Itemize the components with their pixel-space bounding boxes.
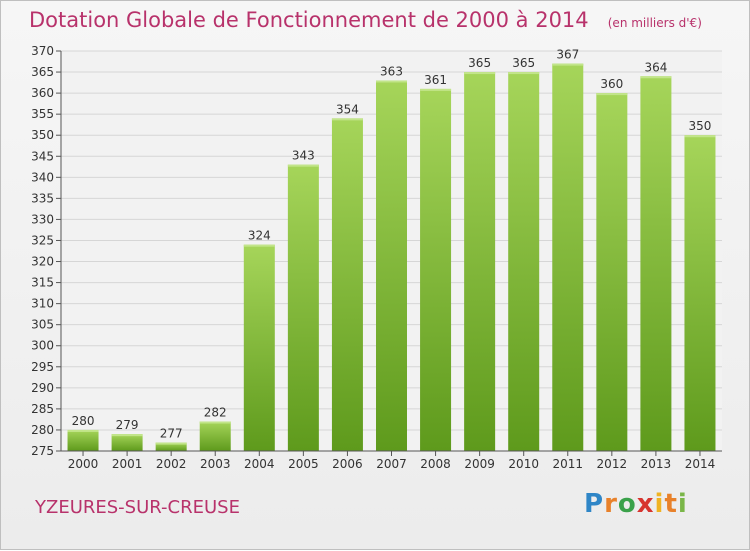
x-tick-label: 2004 [244, 457, 275, 471]
bar [640, 76, 672, 452]
bar-highlight [243, 244, 275, 247]
y-tick-label: 345 [31, 149, 54, 163]
data-label: 367 [556, 48, 579, 62]
y-tick-label: 315 [31, 276, 54, 290]
y-tick-label: 360 [31, 86, 54, 100]
bar [552, 63, 584, 451]
data-label: 363 [380, 64, 403, 78]
commune-name: YZEURES-SUR-CREUSE [35, 497, 240, 518]
data-label: 279 [116, 418, 139, 432]
data-label: 360 [600, 77, 623, 91]
bar-highlight [376, 80, 407, 83]
x-tick-label: 2009 [464, 457, 495, 471]
proxiti-logo[interactable]: Proxiti [584, 489, 688, 519]
bar [596, 93, 628, 452]
bar [67, 429, 99, 451]
y-tick-label: 365 [31, 65, 54, 79]
x-tick-label: 2007 [376, 457, 407, 471]
data-label: 324 [248, 229, 271, 243]
y-tick-label: 285 [31, 402, 54, 416]
bar [199, 421, 231, 451]
x-tick-label: 2003 [200, 457, 231, 471]
bar [331, 118, 363, 452]
bar-highlight [111, 434, 143, 437]
y-tick-label: 370 [31, 44, 54, 58]
bar-highlight [552, 63, 584, 66]
x-tick-label: 2002 [156, 457, 187, 471]
bar-highlight [684, 135, 716, 138]
data-label: 364 [644, 60, 667, 74]
bar [287, 164, 319, 451]
y-tick-label: 320 [31, 255, 54, 269]
data-label: 343 [292, 149, 315, 163]
bar-highlight [464, 72, 496, 75]
chart-unit-label: (en milliers d'€) [607, 16, 702, 30]
bar [508, 72, 540, 451]
data-label: 361 [424, 73, 447, 87]
y-tick-label: 340 [31, 170, 54, 184]
data-label: 277 [160, 427, 183, 441]
bar-highlight [640, 76, 672, 79]
x-tick-label: 2013 [641, 457, 672, 471]
data-label: 282 [204, 406, 227, 420]
bar-highlight [155, 442, 187, 445]
y-tick-label: 310 [31, 297, 54, 311]
chart-title-line: Dotation Globale de Fonctionnement de 20… [29, 8, 702, 32]
x-tick-label: 2012 [597, 457, 628, 471]
y-tick-label: 335 [31, 191, 54, 205]
y-tick-label: 295 [31, 360, 54, 374]
bar [376, 80, 407, 451]
x-tick-label: 2010 [508, 457, 539, 471]
bar [420, 88, 452, 451]
data-label: 365 [512, 56, 535, 70]
y-tick-label: 280 [31, 423, 54, 437]
x-tick-label: 2014 [685, 457, 716, 471]
x-tick-label: 2000 [68, 457, 99, 471]
y-tick-label: 330 [31, 212, 54, 226]
bar-highlight [287, 164, 319, 167]
y-tick-label: 290 [31, 381, 54, 395]
bar-highlight [596, 93, 628, 96]
bar-highlight [331, 118, 363, 121]
bar [243, 244, 275, 451]
bar-highlight [67, 429, 99, 432]
y-tick-label: 355 [31, 107, 54, 121]
data-label: 365 [468, 56, 491, 70]
data-label: 350 [689, 119, 712, 133]
y-tick-label: 350 [31, 128, 54, 142]
chart-title: Dotation Globale de Fonctionnement de 20… [29, 8, 589, 32]
x-tick-label: 2005 [288, 457, 319, 471]
x-tick-label: 2001 [112, 457, 143, 471]
x-tick-label: 2008 [420, 457, 451, 471]
y-tick-label: 275 [31, 444, 54, 458]
x-tick-label: 2011 [552, 457, 583, 471]
x-tick-label: 2006 [332, 457, 363, 471]
bar [464, 72, 496, 451]
y-tick-label: 325 [31, 233, 54, 247]
bar-highlight [508, 72, 540, 75]
bar [155, 442, 187, 451]
bar [684, 135, 716, 452]
bar-highlight [420, 88, 452, 91]
y-tick-label: 305 [31, 318, 54, 332]
y-tick-label: 300 [31, 339, 54, 353]
data-label: 354 [336, 102, 359, 116]
bar-highlight [199, 421, 231, 424]
bar [111, 434, 143, 451]
data-label: 280 [72, 414, 95, 428]
